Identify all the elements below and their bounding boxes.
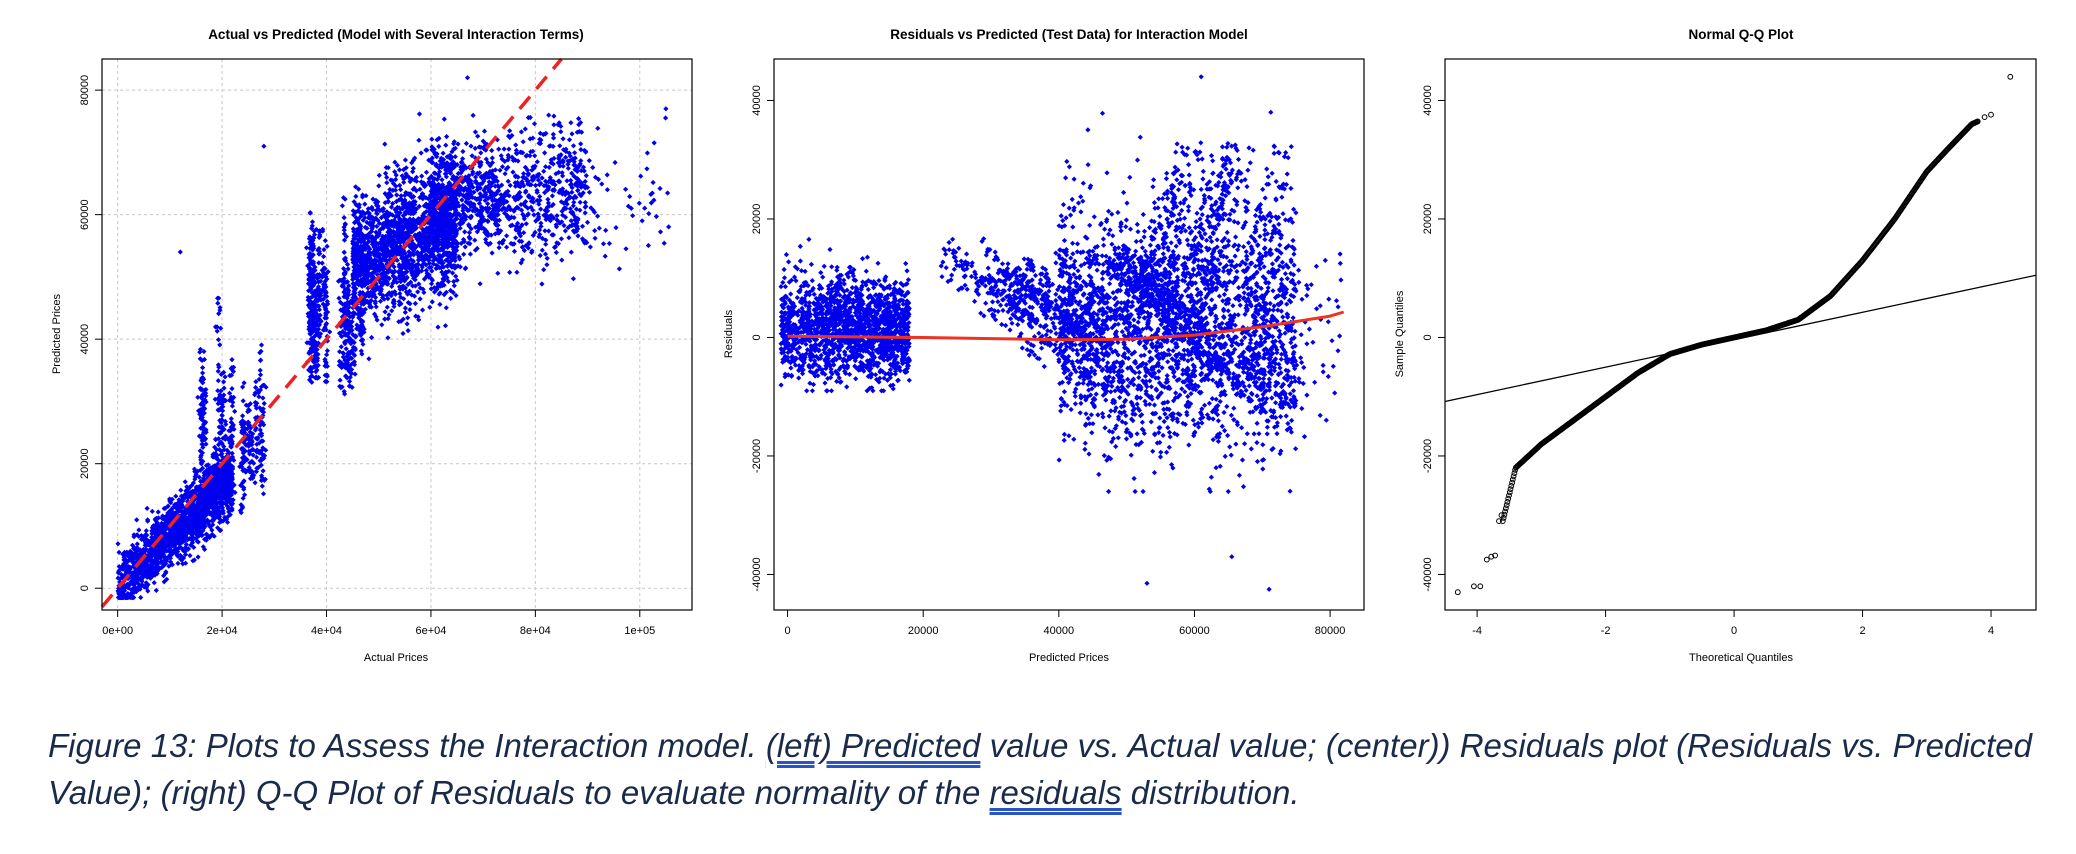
x-tick-label: 2 <box>1859 625 1865 637</box>
qq-point <box>1503 502 1510 509</box>
qq-point <box>1503 505 1509 512</box>
plot-frame <box>101 58 693 611</box>
x-tick-label: 80000 <box>1315 625 1346 637</box>
qq-point <box>1988 111 1994 118</box>
plot-frame <box>1444 58 2037 611</box>
y-axis: -40000 -20000 0 20000 40000 <box>751 85 774 592</box>
x-tick-label: 1e+05 <box>624 625 655 637</box>
qq-point <box>1483 556 1490 563</box>
y-tick-label: -20000 <box>751 439 763 473</box>
qq-point <box>1501 511 1508 518</box>
x-tick-label: 4e+04 <box>311 625 342 637</box>
x-axis: -4 -2 0 2 4 <box>1472 610 1994 637</box>
plot-title: Actual vs Predicted (Model with Several … <box>208 27 584 42</box>
y-axis-label: Predicted Prices <box>51 293 63 374</box>
qq-point <box>1974 118 1981 125</box>
x-axis: 0e+00 2e+04 4e+04 6e+04 8e+04 1e+05 <box>102 610 655 637</box>
y-tick-label: 20000 <box>1422 204 1434 235</box>
x-tick-label: 4 <box>1988 625 1994 637</box>
qq-point <box>2007 73 2014 80</box>
y-tick-label: 0 <box>751 334 763 340</box>
panel-normal-qq: Normal Q-Q Plot -4 -2 0 2 4 -40000 -20000 0 200… <box>1394 27 2037 664</box>
qq-point <box>1507 486 1514 493</box>
y-tick-label: -40000 <box>1422 557 1434 591</box>
qq-point <box>1477 583 1484 590</box>
scatter-point-set <box>115 75 672 601</box>
y-axis-label: Sample Quantiles <box>1394 290 1406 377</box>
scatter-points <box>115 75 672 601</box>
qq-points <box>1454 73 2014 596</box>
y-tick-label: 60000 <box>79 199 91 230</box>
qq-point <box>1471 583 1477 590</box>
x-axis-label: Predicted Prices <box>1029 652 1110 664</box>
qq-point <box>1504 499 1511 505</box>
x-tick-label: 8e+04 <box>520 625 551 637</box>
qq-point <box>1505 495 1512 502</box>
y-tick-label: 80000 <box>79 75 91 106</box>
caption-text-start: Figure 13: Plots to Assess the Interacti… <box>48 727 766 764</box>
qq-point <box>1509 479 1515 486</box>
qq-point <box>1496 518 1502 524</box>
figure-caption: Figure 13: Plots to Assess the Interacti… <box>48 722 2058 816</box>
y-tick-label: 40000 <box>1422 85 1434 116</box>
x-tick-label: -2 <box>1601 625 1611 637</box>
panel-residuals-vs-predicted: Residuals vs Predicted (Test Data) for I… <box>723 27 1365 664</box>
x-tick-label: 0 <box>1731 625 1737 637</box>
y-axis: -40000 -20000 0 20000 40000 <box>1422 85 1445 592</box>
y-tick-label: -20000 <box>1422 439 1434 473</box>
y-tick-label: -40000 <box>751 557 763 591</box>
x-tick-label: 60000 <box>1179 625 1210 637</box>
qq-point <box>1488 553 1495 560</box>
x-axis-label: Actual Prices <box>364 652 429 664</box>
qq-point <box>1498 512 1505 519</box>
y-tick-label: 0 <box>79 585 91 591</box>
qq-point <box>1492 552 1498 559</box>
x-tick-label: 0e+00 <box>102 625 133 637</box>
x-tick-label: 40000 <box>1044 625 1075 637</box>
qq-point <box>1506 492 1512 499</box>
qq-point <box>1499 518 1506 524</box>
caption-text-end: distribution. <box>1121 774 1300 811</box>
y-tick-label: 20000 <box>79 448 91 479</box>
qq-point <box>1511 470 1518 477</box>
caption-text-middle: value vs. Actual value; (center)) Residu… <box>48 727 2032 811</box>
scatter-points <box>778 74 1344 592</box>
plot-title: Residuals vs Predicted (Test Data) for I… <box>890 27 1248 42</box>
y-axis: 0 20000 40000 60000 80000 <box>79 75 102 591</box>
scatter-point-set <box>778 74 1344 592</box>
qq-point <box>1506 489 1513 496</box>
panel-actual-vs-predicted: Actual vs Predicted (Model with Several … <box>51 27 693 664</box>
qq-point <box>1508 483 1515 489</box>
x-tick-label: 20000 <box>908 625 939 637</box>
qq-point <box>1510 473 1517 480</box>
caption-link-residuals[interactable]: residuals <box>989 774 1122 811</box>
qq-point <box>1981 114 1988 120</box>
y-tick-label: 20000 <box>751 204 763 235</box>
y-tick-label: 0 <box>1422 334 1434 340</box>
caption-link-left-predicted[interactable]: (left) Predicted <box>765 727 981 764</box>
x-tick-label: 2e+04 <box>207 625 238 637</box>
y-tick-label: 40000 <box>79 324 91 355</box>
y-axis-label: Residuals <box>723 309 735 358</box>
x-axis-label: Theoretical Quantiles <box>1689 652 1793 664</box>
qq-point <box>1454 589 1461 596</box>
x-axis: 0 20000 40000 60000 80000 <box>785 610 1346 637</box>
x-tick-label: 6e+04 <box>415 625 446 637</box>
y-tick-label: 40000 <box>751 85 763 116</box>
reference-line <box>100 57 563 609</box>
x-tick-label: -4 <box>1472 625 1482 637</box>
plot-frame <box>773 58 1365 611</box>
qq-point <box>1502 508 1508 515</box>
qq-point <box>1509 476 1516 483</box>
plot-title: Normal Q-Q Plot <box>1688 27 1794 42</box>
smooth-line <box>787 310 1345 342</box>
x-tick-label: 0 <box>785 625 791 637</box>
